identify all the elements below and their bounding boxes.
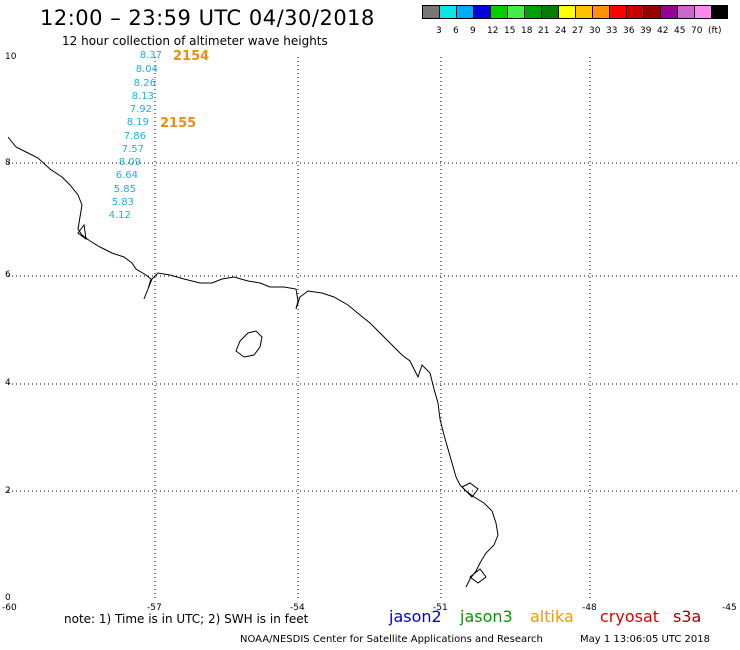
color-scale-label: 45 xyxy=(674,26,686,36)
color-scale-label: 12 xyxy=(487,26,499,36)
color-scale-label: 18 xyxy=(521,26,533,36)
wave-height-label: 8.37 xyxy=(139,50,162,61)
legend-jason3: jason3 xyxy=(460,607,513,626)
color-swatch xyxy=(456,5,473,19)
footer-timestamp: May 1 13:06:05 UTC 2018 xyxy=(580,634,710,645)
color-scale-label: 9 xyxy=(470,26,476,36)
color-scale-label: 15 xyxy=(504,26,516,36)
lon-tick-54: -54 xyxy=(290,603,305,613)
color-scale-label: 39 xyxy=(640,26,652,36)
lat-tick-2: 2 xyxy=(5,486,11,496)
color-scale-label: 24 xyxy=(555,26,567,36)
color-swatch xyxy=(677,5,694,19)
wave-height-label: 5.83 xyxy=(111,197,134,208)
lon-tick-57: -57 xyxy=(147,603,162,613)
color-swatch xyxy=(626,5,643,19)
color-scale-label: 27 xyxy=(572,26,584,36)
lat-tick-8: 8 xyxy=(5,158,11,168)
color-scale-label: 70 xyxy=(691,26,703,36)
wave-height-label: 7.92 xyxy=(129,104,152,115)
color-scale-label: (ft) xyxy=(708,26,722,36)
color-swatch xyxy=(507,5,524,19)
color-swatch xyxy=(490,5,507,19)
color-scale-label: 30 xyxy=(589,26,601,36)
pass-time-label: 2154 xyxy=(173,49,210,64)
lon-tick-60: -60 xyxy=(2,603,17,613)
wave-height-label: 8.26 xyxy=(133,78,156,89)
legend-altika: altika xyxy=(530,607,574,626)
color-swatch xyxy=(439,5,456,19)
map-title: 12:00 – 23:59 UTC 04/30/2018 xyxy=(40,6,375,30)
lat-tick-4: 4 xyxy=(5,378,11,388)
color-scale-bar: 3 6 9 12 15 18 21 24 27 30 33 36 39 42 45 70 (ft) xyxy=(422,5,728,36)
color-swatch xyxy=(694,5,711,19)
color-swatch xyxy=(422,5,439,19)
color-swatch xyxy=(575,5,592,19)
lon-tick-48: -48 xyxy=(582,603,597,613)
wave-height-label: 6.64 xyxy=(115,170,138,181)
color-swatch xyxy=(592,5,609,19)
color-scale-label: 42 xyxy=(657,26,669,36)
wave-height-label: 8.13 xyxy=(131,91,154,102)
color-swatch xyxy=(541,5,558,19)
lat-tick-6: 6 xyxy=(5,270,11,280)
wave-height-label: 7.86 xyxy=(123,131,146,142)
color-scale-label: 6 xyxy=(453,26,459,36)
grid-lines xyxy=(8,57,738,600)
color-scale-label: 36 xyxy=(623,26,635,36)
color-scale-labels: 3 6 9 12 15 18 21 24 27 30 33 36 39 42 45 70 (ft) xyxy=(422,26,740,38)
wave-height-label: 7.57 xyxy=(121,144,144,155)
color-swatch xyxy=(660,5,677,19)
legend-cryosat: cryosat xyxy=(600,607,660,626)
wave-height-label: 8.09 xyxy=(118,157,141,168)
color-scale-label: 33 xyxy=(606,26,618,36)
coastline xyxy=(8,136,499,588)
color-scale-label: 21 xyxy=(538,26,550,36)
color-swatch xyxy=(711,5,728,19)
lat-tick-10: 10 xyxy=(5,52,17,62)
wave-height-label: 4.12 xyxy=(108,210,131,221)
wave-height-label: 8.04 xyxy=(135,64,158,75)
color-scale-label: 3 xyxy=(436,26,442,36)
color-swatch xyxy=(473,5,490,19)
legend-s3a: s3a xyxy=(673,607,702,626)
color-swatch xyxy=(524,5,541,19)
footer-credit: NOAA/NESDIS Center for Satellite Applica… xyxy=(240,634,543,645)
map-subtitle: 12 hour collection of altimeter wave hei… xyxy=(62,34,328,48)
pass-time-label: 2155 xyxy=(160,116,197,131)
legend-jason2: jason2 xyxy=(389,607,442,626)
color-swatch xyxy=(609,5,626,19)
lat-tick-0: 0 xyxy=(5,593,11,603)
map-plot xyxy=(8,57,738,600)
lon-tick-45: -45 xyxy=(722,603,737,613)
lon-tick-51: -51 xyxy=(433,603,448,613)
color-swatch xyxy=(558,5,575,19)
wave-height-label: 8.19 xyxy=(126,117,149,128)
wave-height-label: 5.85 xyxy=(113,184,136,195)
units-note: note: 1) Time is in UTC; 2) SWH is in fe… xyxy=(64,612,309,626)
color-swatch xyxy=(643,5,660,19)
